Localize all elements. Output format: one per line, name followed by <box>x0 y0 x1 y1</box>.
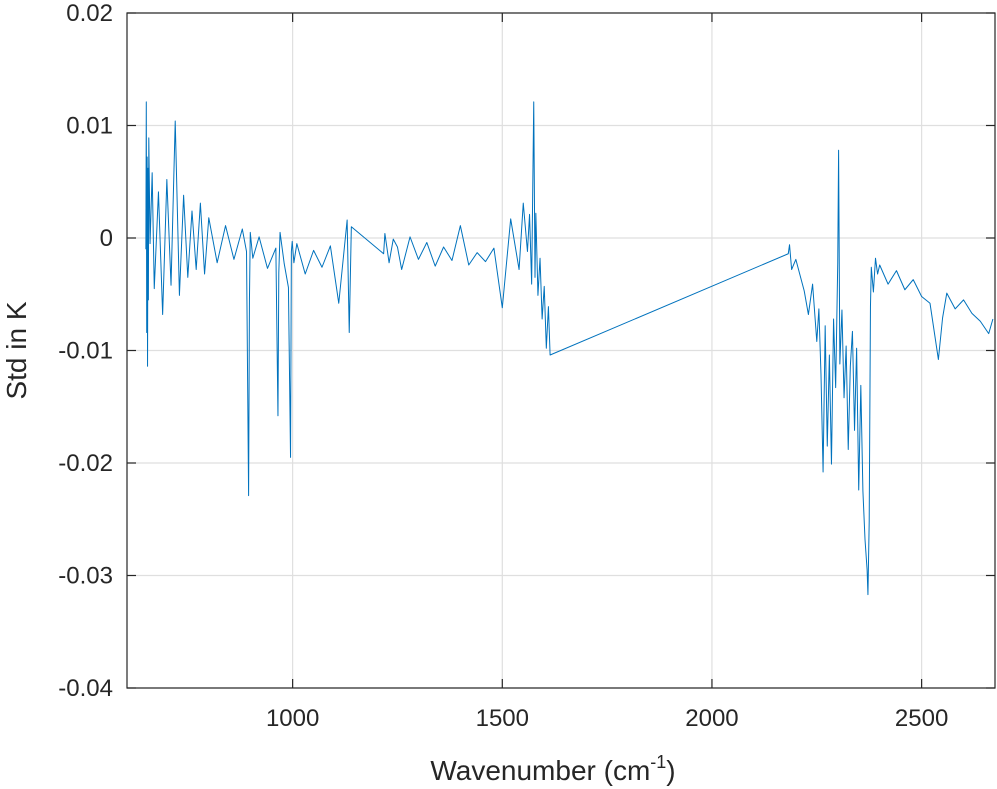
y-tick-label: 0 <box>100 225 113 252</box>
x-tick-label: 2000 <box>685 705 738 732</box>
x-axis-label-close: ) <box>666 755 675 786</box>
ticks <box>127 12 995 689</box>
y-tick-label: 0.02 <box>66 0 113 27</box>
x-tick-label: 1000 <box>266 705 319 732</box>
data-series <box>145 101 994 596</box>
y-tick-label: 0.01 <box>66 113 113 140</box>
y-tick-label: -0.03 <box>58 563 113 590</box>
tick-labels: 1000 1500 2000 2500 0.02 0.01 0 -0.01 -0.02 -0.03… <box>58 0 948 732</box>
x-tick-label: 1500 <box>476 705 529 732</box>
x-axis-label-superscript: -1 <box>650 752 666 772</box>
y-tick-label: -0.02 <box>58 450 113 477</box>
series-line <box>145 101 994 596</box>
x-axis-label: Wavenumber (cm-1) <box>430 752 675 786</box>
y-tick-label: -0.04 <box>58 675 113 702</box>
x-tick-label: 2500 <box>895 705 948 732</box>
x-axis-label-main: Wavenumber (cm <box>430 755 650 786</box>
y-axis-label: Std in K <box>1 301 32 399</box>
y-tick-label: -0.01 <box>58 338 113 365</box>
